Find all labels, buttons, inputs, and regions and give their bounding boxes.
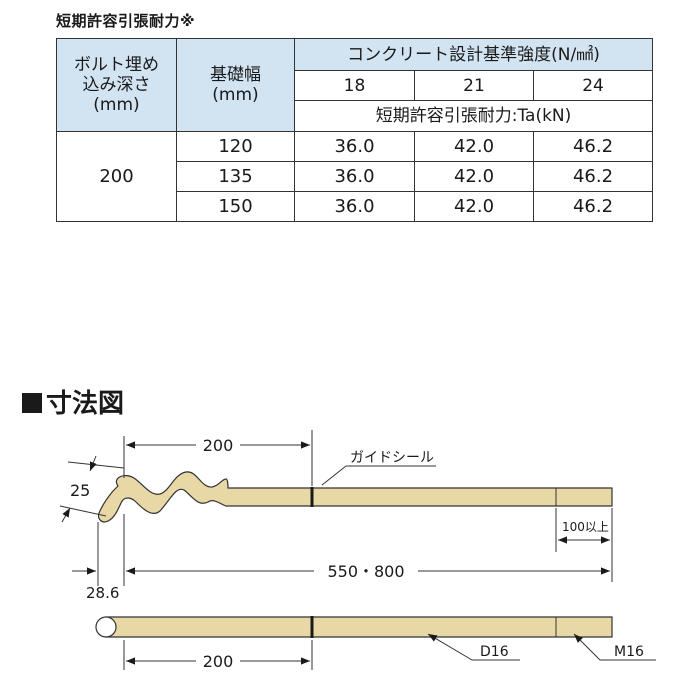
- capacity-cell: 36.0: [294, 191, 415, 222]
- strength-value: 24: [532, 70, 654, 101]
- drawing-section-title-text: 寸法図: [46, 389, 125, 419]
- m16-callout: M16: [573, 633, 656, 661]
- dimension-hook: 25: [59, 455, 125, 523]
- header-embed-depth-line1: ボルト埋め: [74, 55, 159, 75]
- straight-rod-body: [105, 616, 613, 638]
- table-row: 135 36.0 42.0 46.2: [57, 161, 654, 192]
- table-row: 150 36.0 42.0 46.2: [57, 191, 654, 222]
- dimension-offset-label: 28.6: [86, 584, 119, 602]
- square-bullet-icon: [22, 393, 42, 413]
- d16-label: D16: [480, 644, 509, 660]
- width-cell: 135: [176, 161, 295, 192]
- dimension-thread-length-label: 100以上: [562, 520, 609, 534]
- header-foundation-width-unit: (mm): [212, 85, 259, 105]
- dimension-hook-label: 25: [70, 481, 90, 500]
- m16-label: M16: [614, 644, 644, 660]
- dimension-total-length: 550・800: [126, 508, 613, 582]
- capacity-cell: 42.0: [414, 191, 534, 222]
- dimension-bottom: 200: [123, 640, 313, 671]
- capacity-cell: 46.2: [532, 131, 654, 162]
- guide-seal-label: ガイドシール: [350, 450, 434, 466]
- dimension-thread-length: 100以上: [555, 508, 610, 552]
- drawing-section-title: 寸法図: [22, 388, 124, 420]
- header-embed-depth-line2: 込み深さ: [82, 75, 151, 95]
- width-cell: 120: [176, 131, 295, 162]
- capacity-table: ボルト埋め 込み深さ (mm) 基礎幅 (mm) コンクリート設計基準強度(N/…: [56, 38, 654, 222]
- d16-callout: D16: [427, 633, 520, 661]
- dimension-bottom-label: 200: [203, 652, 234, 671]
- rod-end-cap: [95, 616, 117, 638]
- embed-depth-value: 200: [56, 131, 177, 222]
- header-foundation-width-label: 基礎幅: [210, 65, 261, 85]
- anchor-bolt-side-view: [97, 471, 613, 523]
- anchor-bolt-body: [97, 471, 613, 523]
- guide-seal-callout: ガイドシール: [321, 450, 436, 486]
- table-title: 短期許容引張耐力※: [56, 12, 196, 30]
- strength-value: 21: [414, 70, 534, 101]
- dimension-wave-length-label: 200: [203, 436, 234, 455]
- header-tensile-capacity: 短期許容引張耐力:Ta(kN): [293, 100, 654, 132]
- capacity-cell: 42.0: [414, 131, 534, 162]
- width-cell: 150: [176, 191, 295, 222]
- header-concrete-strength: コンクリート設計基準強度(N/㎟): [293, 38, 654, 71]
- strength-value: 18: [294, 70, 415, 101]
- header-embed-depth-unit: (mm): [93, 95, 140, 115]
- capacity-cell: 36.0: [294, 161, 415, 192]
- dimension-offset: 28.6: [72, 514, 125, 602]
- capacity-cell: 46.2: [532, 191, 654, 222]
- dimension-total-length-label: 550・800: [327, 562, 404, 581]
- table-row: 200 120 36.0 42.0 46.2: [56, 131, 654, 222]
- dimension-wave-length: 200: [123, 430, 313, 486]
- anchor-bolt-top-view: [95, 616, 613, 638]
